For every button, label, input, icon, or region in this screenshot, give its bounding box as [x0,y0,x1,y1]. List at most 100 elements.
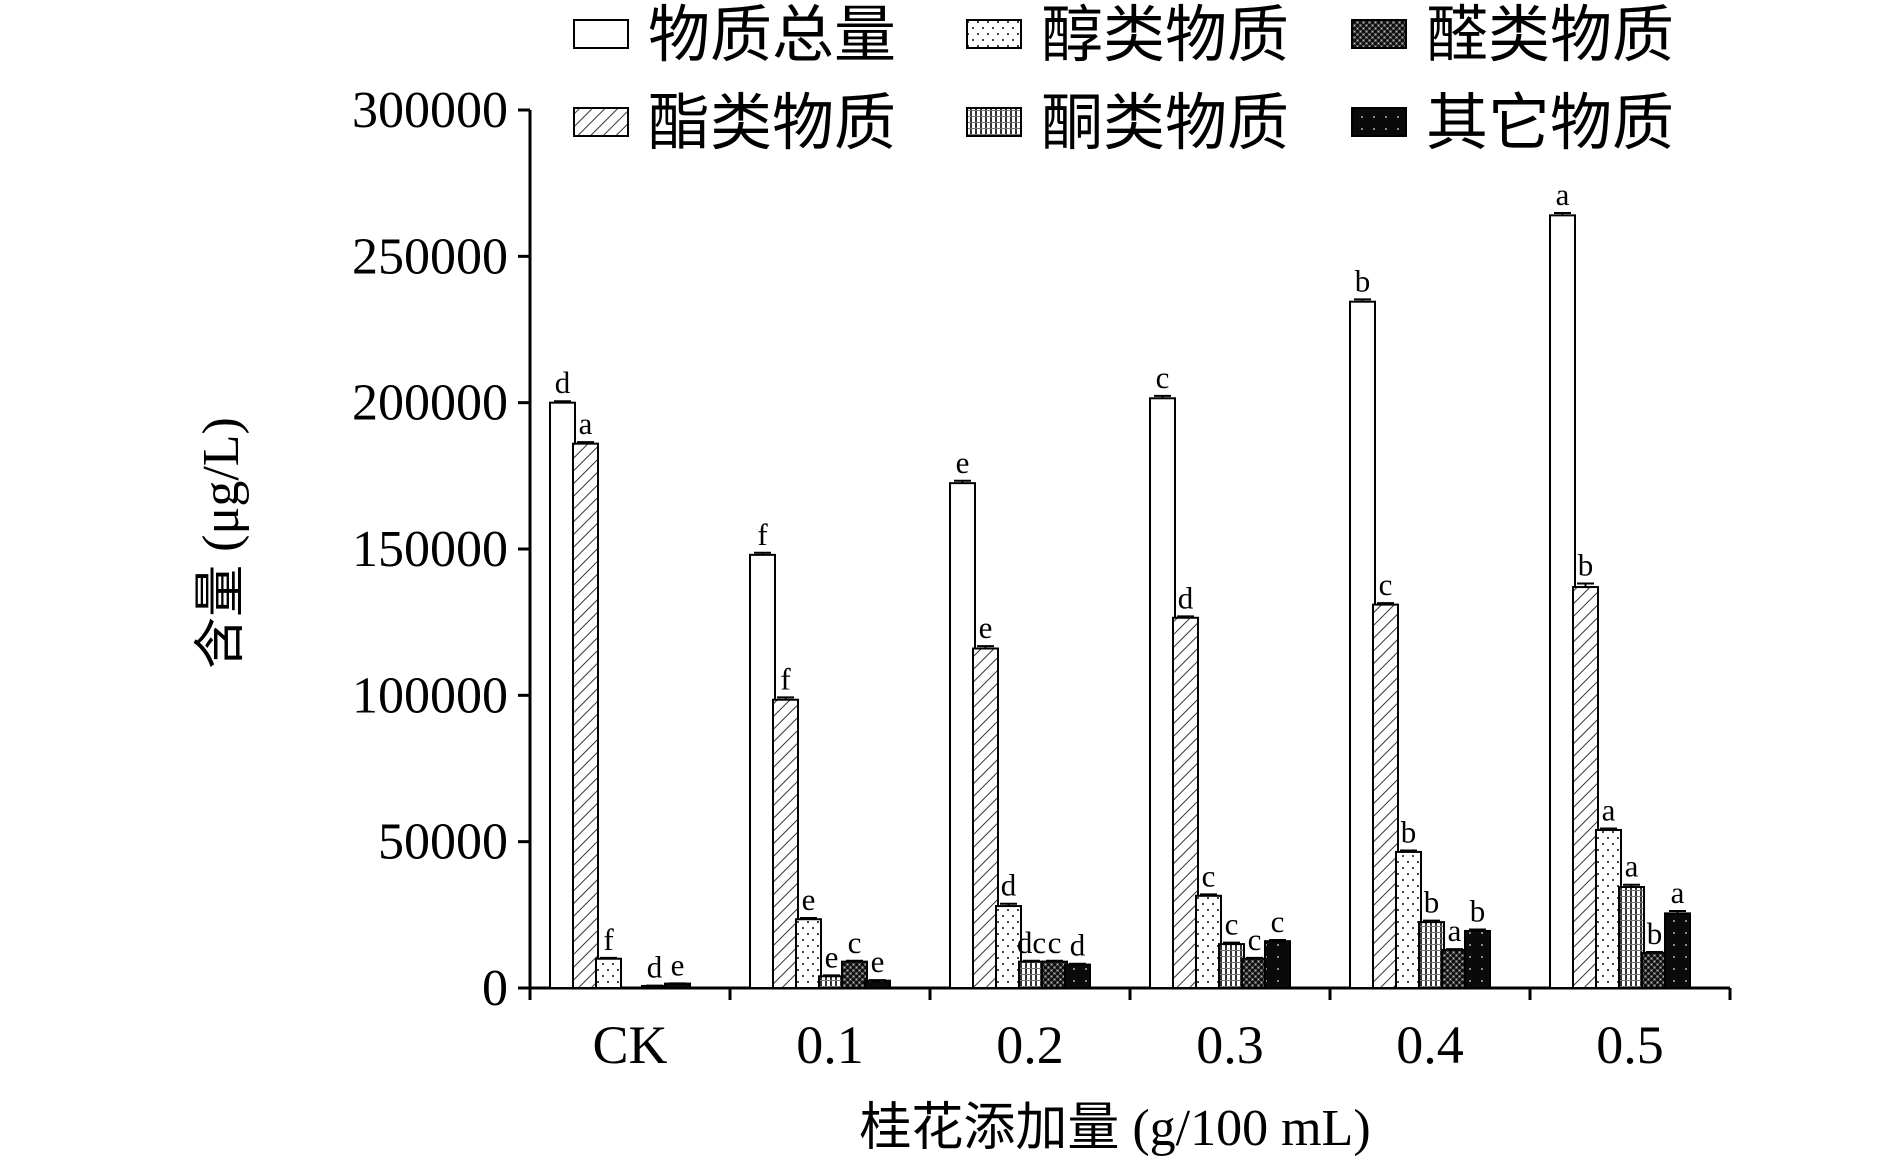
legend-swatch [966,19,1022,49]
bar [1195,894,1222,989]
bar [1064,963,1091,990]
significance-label: b [1578,548,1594,583]
bar [1464,929,1491,989]
legend-item: 醛类物质 [1351,2,1674,70]
bar [1218,943,1245,989]
legend-item: 酯类物质 [573,90,896,158]
y-tick-label: 200000 [352,375,508,432]
bar [1618,886,1645,990]
bar [1372,603,1399,990]
significance-label: c [848,925,862,960]
y-tick-label: 150000 [352,521,508,578]
bar [1664,912,1691,989]
bar [1418,921,1445,990]
significance-label: b [1424,885,1440,920]
bar [1572,586,1599,990]
bar [795,918,822,989]
significance-label: a [1671,875,1685,910]
significance-label: d [1001,868,1017,903]
bar [1149,397,1176,989]
legend-item: 物质总量 [573,2,896,70]
significance-label: e [825,939,839,974]
bar [1018,960,1045,989]
legend-swatch [1351,107,1407,137]
significance-label: c [1248,922,1262,957]
legend-swatch [573,19,629,49]
bar [1241,957,1268,990]
significance-label: d [555,365,571,400]
bar [972,647,999,989]
significance-label: f [603,922,614,957]
legend-label: 醛类物质 [1426,2,1674,70]
legend-item: 醇类物质 [966,2,1289,70]
significance-label: c [1379,567,1393,602]
y-tick-label: 300000 [352,82,508,139]
significance-label: b [1401,814,1417,849]
significance-label: f [780,661,791,696]
legend-item: 酮类物质 [966,90,1289,158]
bar [1441,948,1468,989]
significance-label: b [1470,893,1486,928]
significance-label: c [1271,904,1285,939]
legend-swatch [966,107,1022,137]
bar-group: e e ddc c d [949,445,1091,990]
y-tick-label: 0 [482,960,508,1017]
significance-label: e [802,882,816,917]
significance-label: a [579,406,593,441]
y-axis-label: 含量 (μg/L) [193,417,250,669]
significance-label: a [1448,913,1462,948]
bar [595,957,622,990]
bar [1549,214,1576,990]
bar [772,698,799,989]
y-tick-label: 250000 [352,228,508,285]
legend-label: 酮类物质 [1041,90,1289,158]
y-tick-label: 100000 [352,667,508,724]
significance-label: d [1178,580,1194,615]
x-tick-label: CK [592,1015,667,1075]
significance-label: c [1156,360,1170,395]
bar [1395,850,1422,989]
significance-label: dc [1017,925,1046,960]
significance-label: c [1202,858,1216,893]
bar [549,401,576,989]
bar [572,442,599,989]
significance-label: c [1225,907,1239,942]
significance-label: b [1355,263,1371,298]
legend-label: 醇类物质 [1041,2,1289,70]
x-tick-label: 0.1 [796,1015,864,1075]
significance-label: f [757,517,768,552]
x-tick-label: 0.4 [1396,1015,1464,1075]
x-axis-label: 桂花添加量 (g/100 mL) [859,1100,1370,1157]
x-tick-label: 0.3 [1196,1015,1264,1075]
x-tick-label: 0.5 [1596,1015,1664,1075]
legend-label: 酯类物质 [648,90,896,158]
bar [1041,960,1068,989]
significance-label: c [1048,925,1062,960]
legend-swatch [573,107,629,137]
significance-label: b [1647,916,1663,951]
legend-item: 其它物质 [1351,90,1674,158]
significance-label: a [1625,849,1639,884]
significance-label: e [979,610,993,645]
x-tick-label: 0.2 [996,1015,1064,1075]
significance-label: e [671,947,685,982]
x-axis: CK 0.1 0.2 0.3 0.4 0.5 [528,986,1732,1075]
bar [1641,951,1668,990]
bar [1595,828,1622,990]
significance-label: d [1070,928,1086,963]
bar [1172,616,1199,989]
y-axis: 0 50000 100000 150000 200000 250000 300000 [352,82,532,1017]
bar [749,553,776,989]
significance-label: a [1602,792,1616,827]
y-tick-label: 50000 [378,814,508,871]
legend-label: 物质总量 [648,2,896,70]
bar [841,960,868,989]
significance-label: e [871,944,885,979]
